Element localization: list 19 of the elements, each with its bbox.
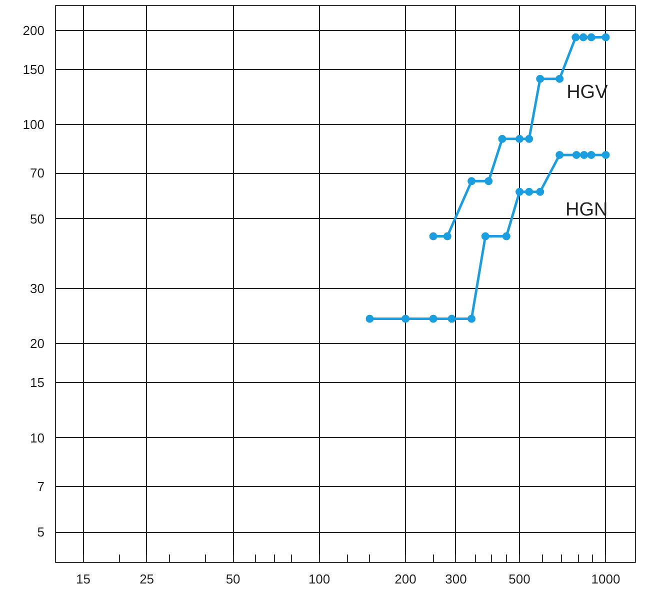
y-tick-label: 50 [30, 211, 45, 226]
x-tick-label: 300 [445, 572, 467, 586]
y-tick-label: 150 [22, 62, 45, 77]
x-tick-label: 15 [76, 572, 90, 586]
x-tick-label: 200 [394, 572, 416, 586]
x-tick-label: 50 [226, 572, 240, 586]
y-tick-label: 100 [22, 117, 45, 132]
x-tick-label: 100 [308, 572, 330, 586]
y-tick-label: 20 [30, 336, 45, 352]
y-tick-label: 15 [30, 375, 45, 390]
y-tick-label: 70 [30, 166, 45, 181]
x-tick-label: 500 [508, 572, 530, 586]
y-tick-label: 200 [22, 22, 45, 38]
y-tick-label: 10 [30, 430, 45, 446]
y-tick-label: 7 [37, 478, 45, 494]
y-tick-label: 5 [37, 524, 45, 540]
x-tick-label: 25 [140, 572, 154, 586]
y-tick-label: 30 [30, 280, 45, 296]
x-tick-label: 1000 [591, 572, 620, 586]
